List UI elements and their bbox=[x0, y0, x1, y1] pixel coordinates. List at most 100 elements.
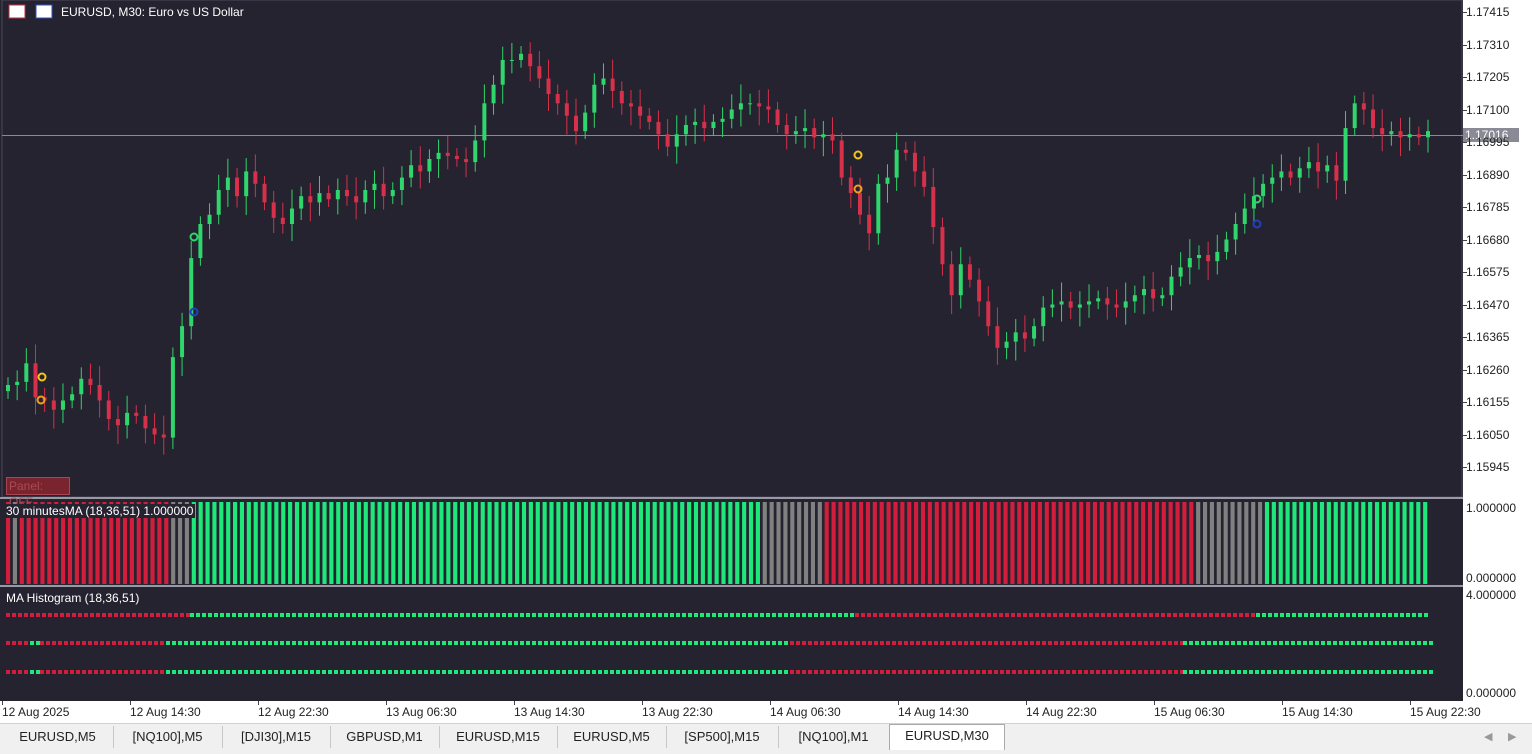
ma-dot bbox=[490, 641, 494, 645]
ma-dot bbox=[1096, 641, 1100, 645]
chart-tab[interactable]: [SP500],M15 bbox=[666, 726, 779, 748]
ma-dot bbox=[736, 670, 740, 674]
ma-dot bbox=[220, 641, 224, 645]
candle-body bbox=[1426, 131, 1430, 138]
candle-body bbox=[912, 152, 917, 172]
candle-body bbox=[1334, 165, 1339, 181]
ma-dot bbox=[12, 613, 16, 617]
ma-dot bbox=[1339, 670, 1343, 674]
tab-scroll-right-icon[interactable]: ▶ bbox=[1508, 731, 1517, 743]
ma-dot bbox=[400, 641, 404, 645]
ma-dot bbox=[1006, 670, 1010, 674]
ma-dot bbox=[916, 670, 920, 674]
ma-dot bbox=[126, 613, 130, 617]
ma-histogram-bar bbox=[1106, 502, 1111, 584]
ma-histogram-bar bbox=[191, 502, 196, 584]
ma-histogram-bar bbox=[948, 502, 953, 584]
ma-dot bbox=[1364, 613, 1368, 617]
ma-dot bbox=[274, 670, 278, 674]
chart-tab[interactable]: EURUSD,M30 bbox=[889, 724, 1005, 750]
ma-dot bbox=[102, 613, 106, 617]
chart-tab[interactable]: GBPUSD,M1 bbox=[330, 726, 440, 748]
chart-tab[interactable]: EURUSD,M5 bbox=[2, 726, 114, 748]
ma-dot bbox=[226, 670, 230, 674]
candle-body bbox=[125, 412, 130, 426]
ma-dot bbox=[898, 641, 902, 645]
ma-dot bbox=[76, 641, 80, 645]
candle-body bbox=[1187, 258, 1192, 268]
time-tick bbox=[1282, 701, 1283, 705]
ma-dot bbox=[208, 641, 212, 645]
chart-area[interactable]: EURUSD, M30: Euro vs US Dollar Panel: OF… bbox=[0, 0, 1463, 701]
chart-tab[interactable]: [DJI30],M15 bbox=[222, 726, 331, 748]
ma-dot bbox=[502, 641, 506, 645]
ma-dot bbox=[514, 670, 518, 674]
ma-dot bbox=[1167, 613, 1171, 617]
ma-dot bbox=[508, 641, 512, 645]
ma-histogram-bar bbox=[233, 502, 238, 584]
ma-dot bbox=[832, 670, 836, 674]
ma-dot bbox=[454, 613, 458, 617]
ma-dot bbox=[214, 613, 218, 617]
ma-dot bbox=[952, 670, 956, 674]
ma-histogram-bar bbox=[914, 502, 919, 584]
ma-dot bbox=[712, 670, 716, 674]
ma-dot bbox=[400, 613, 404, 617]
candle-body bbox=[555, 94, 560, 104]
ma-dot bbox=[520, 670, 524, 674]
ma-dot bbox=[340, 613, 344, 617]
candle-body bbox=[299, 196, 304, 209]
candle-body bbox=[967, 264, 972, 280]
ma-dot bbox=[208, 613, 212, 617]
ma-histogram-bar bbox=[349, 502, 355, 584]
ma-dot bbox=[232, 670, 236, 674]
ma-dot bbox=[406, 670, 410, 674]
candle-body bbox=[445, 152, 450, 156]
chart-tab[interactable]: EURUSD,M5 bbox=[557, 726, 667, 748]
ma-histogram-bar bbox=[900, 502, 905, 584]
chart-tab[interactable]: [NQ100],M1 bbox=[778, 726, 890, 748]
panel-toggle-button[interactable]: Panel: OFF bbox=[6, 477, 70, 509]
ma-dot bbox=[1078, 670, 1082, 674]
candle-body bbox=[473, 140, 478, 163]
ma-dot bbox=[700, 613, 704, 617]
candle-body bbox=[610, 78, 615, 91]
ma-histogram-bar bbox=[721, 502, 726, 584]
price-tick bbox=[1463, 337, 1467, 338]
ma-histogram-bar bbox=[824, 502, 829, 584]
candle-body bbox=[1096, 298, 1101, 302]
ma-dot bbox=[898, 670, 902, 674]
ma-dot bbox=[226, 641, 230, 645]
ma-dot bbox=[832, 641, 836, 645]
ma-dot bbox=[1143, 613, 1147, 617]
ma-dot bbox=[96, 613, 100, 617]
ma-histogram-bar bbox=[934, 502, 939, 584]
ma-dot bbox=[106, 670, 110, 674]
ma-dot bbox=[1273, 670, 1277, 674]
ma-dot bbox=[544, 613, 548, 617]
candle-body bbox=[381, 183, 386, 197]
ma-dot bbox=[778, 613, 782, 617]
candle-body bbox=[106, 400, 111, 420]
ma-dot bbox=[394, 613, 398, 617]
price-chart[interactable] bbox=[0, 0, 1463, 701]
tab-scroll-left-icon[interactable]: ◀ bbox=[1484, 731, 1493, 743]
ma-dot bbox=[718, 613, 722, 617]
ma-dot bbox=[48, 613, 52, 617]
ma-dot bbox=[1405, 670, 1409, 674]
ma-dot bbox=[796, 670, 800, 674]
ma-histogram-bar bbox=[281, 502, 286, 584]
price-tick bbox=[1463, 12, 1467, 13]
ma-dot bbox=[574, 641, 578, 645]
ma-dot bbox=[1231, 670, 1235, 674]
ma-dot bbox=[862, 641, 866, 645]
chart-tab[interactable]: EURUSD,M15 bbox=[439, 726, 558, 748]
chart-tab[interactable]: [NQ100],M5 bbox=[113, 726, 223, 748]
ma-dot bbox=[868, 641, 872, 645]
time-axis[interactable]: 12 Aug 2025 12 Aug 14:30 12 Aug 22:30 13 Au… bbox=[0, 701, 1532, 723]
ma-dot bbox=[442, 641, 446, 645]
ma-dot bbox=[304, 613, 308, 617]
ma-dot bbox=[873, 613, 877, 617]
ma-dot bbox=[88, 641, 92, 645]
ma-dot bbox=[694, 670, 698, 674]
